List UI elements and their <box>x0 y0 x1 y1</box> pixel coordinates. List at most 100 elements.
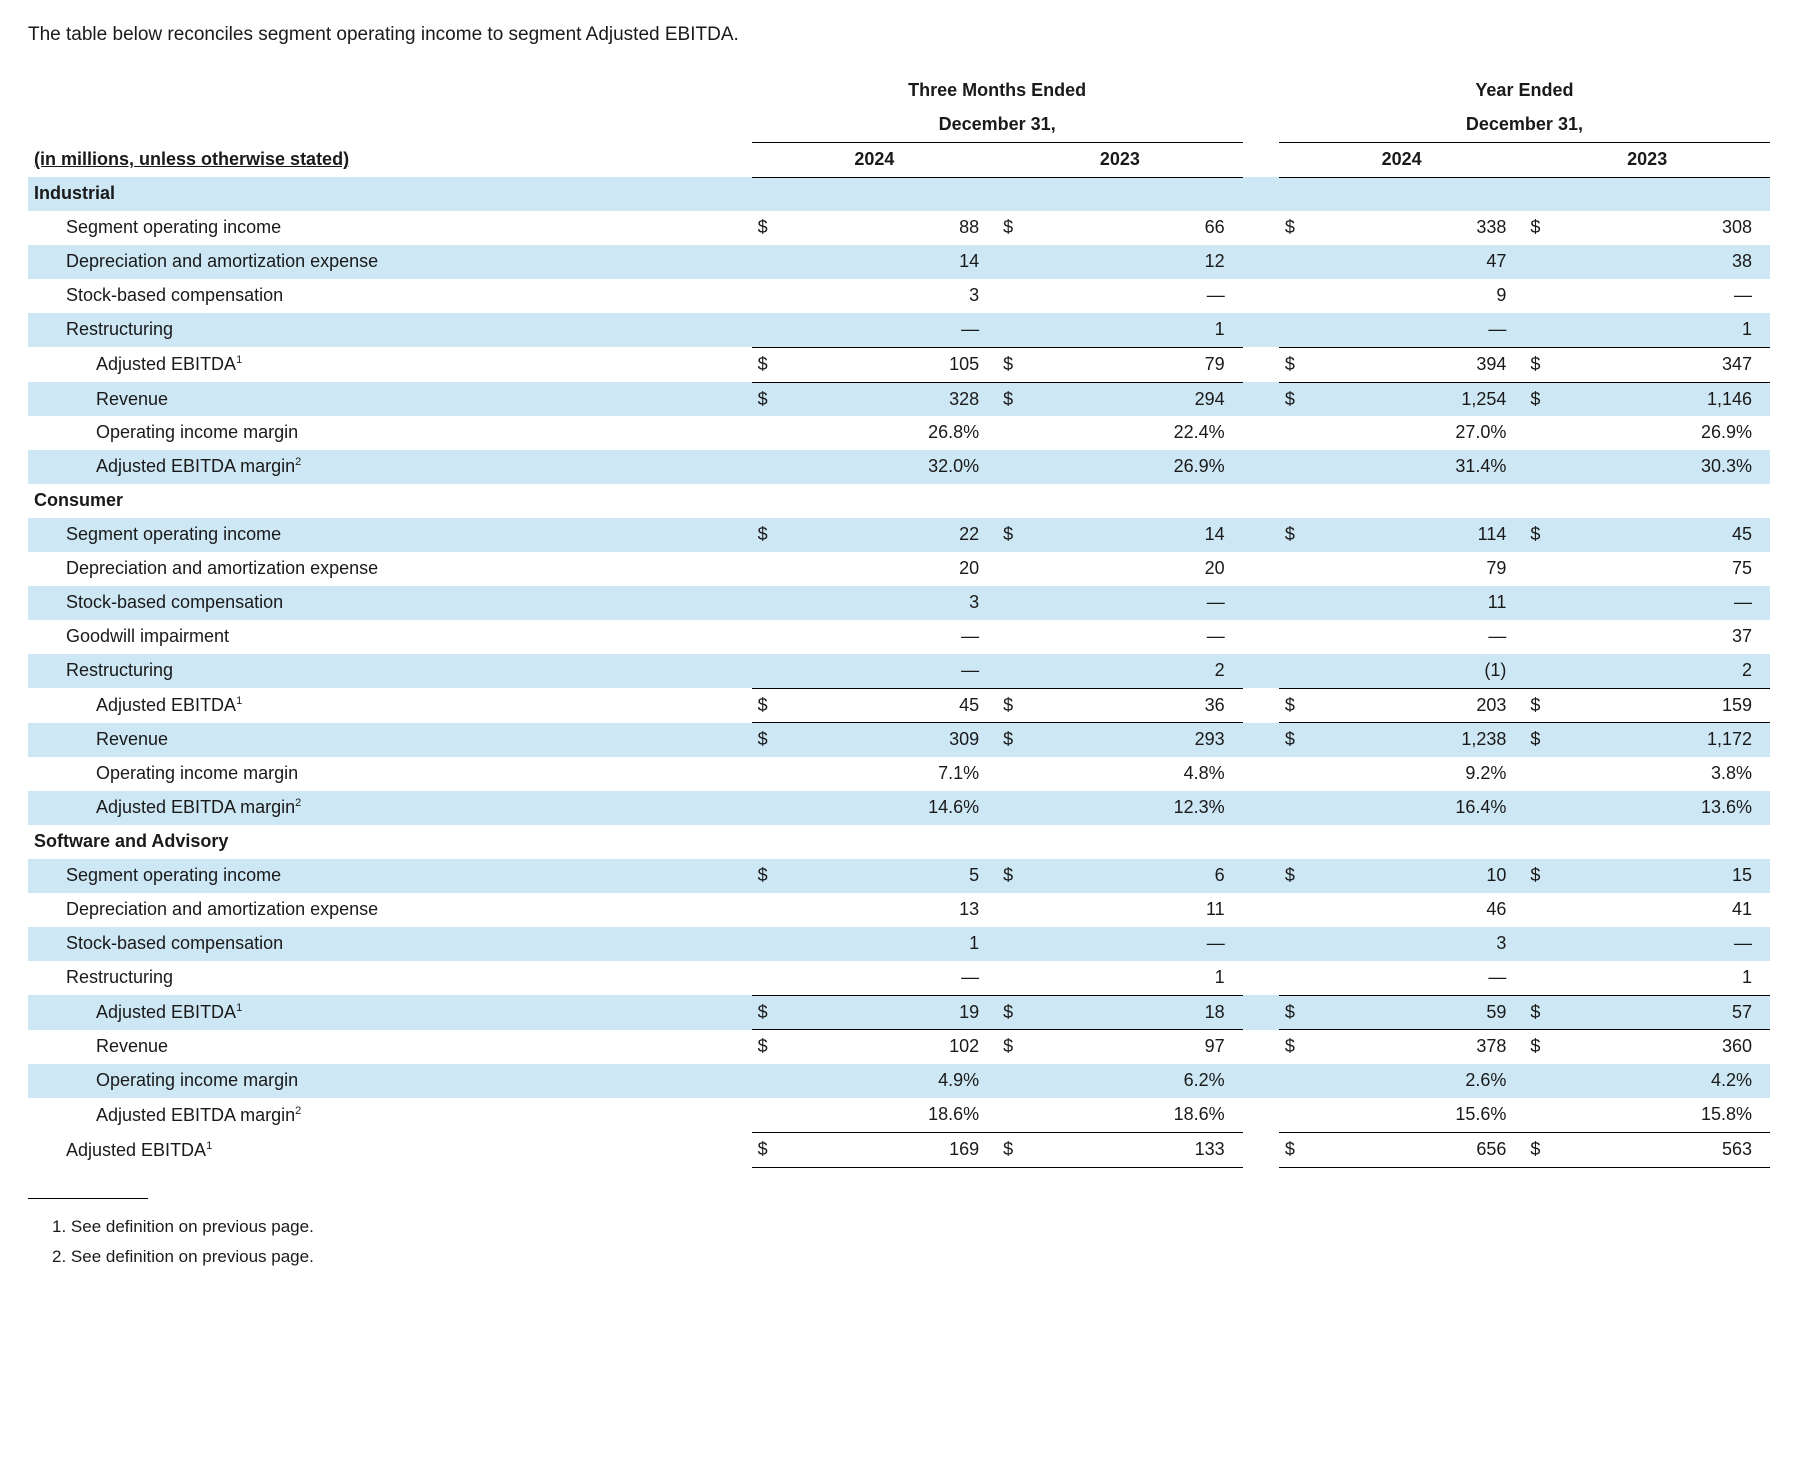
table-row: Depreciation and amortization expense 13… <box>28 893 1770 927</box>
currency-symbol: $ <box>997 1030 1062 1064</box>
cell: 15.6% <box>1343 1098 1524 1132</box>
currency-symbol: $ <box>1524 1030 1589 1064</box>
cell: 7.1% <box>816 757 997 791</box>
units-label: (in millions, unless otherwise stated) <box>28 142 752 177</box>
cell: 360 <box>1589 1030 1770 1064</box>
table-row: Restructuring — 1 — 1 <box>28 961 1770 995</box>
cell: 26.9% <box>1589 416 1770 450</box>
currency-symbol: $ <box>1524 211 1589 245</box>
header-year-row: (in millions, unless otherwise stated) 2… <box>28 142 1770 177</box>
cell: 45 <box>816 688 997 723</box>
cell: 1,254 <box>1343 382 1524 416</box>
row-label: Operating income margin <box>28 757 752 791</box>
seg-software-label: Software and Advisory <box>28 825 752 859</box>
seg-consumer-label: Consumer <box>28 484 752 518</box>
currency-symbol: $ <box>997 1133 1062 1168</box>
fn-ref-1: 1 <box>236 354 242 366</box>
row-label: Operating income margin <box>28 416 752 450</box>
cell: 1,238 <box>1343 723 1524 757</box>
currency-symbol: $ <box>997 723 1062 757</box>
currency-symbol: $ <box>752 688 817 723</box>
currency-symbol: $ <box>752 1030 817 1064</box>
cell: 27.0% <box>1343 416 1524 450</box>
cell: — <box>816 620 997 654</box>
label-text: Adjusted EBITDA <box>96 1002 236 1022</box>
row-label: Goodwill impairment <box>28 620 752 654</box>
cell: 22.4% <box>1062 416 1243 450</box>
table-row: Operating income margin 4.9% 6.2% 2.6% 4… <box>28 1064 1770 1098</box>
row-label: Adjusted EBITDA margin2 <box>28 450 752 484</box>
cell: 338 <box>1343 211 1524 245</box>
cell: — <box>816 961 997 995</box>
cell: 88 <box>816 211 997 245</box>
cell: 159 <box>1589 688 1770 723</box>
currency-symbol: $ <box>752 995 817 1030</box>
row-label: Operating income margin <box>28 1064 752 1098</box>
cell: 12.3% <box>1062 791 1243 825</box>
currency-symbol: $ <box>1279 518 1344 552</box>
fn-ref-2: 2 <box>295 1105 301 1117</box>
cell: 169 <box>816 1133 997 1168</box>
cell: 3 <box>1343 927 1524 961</box>
cell: 36 <box>1062 688 1243 723</box>
cell: 18.6% <box>816 1098 997 1132</box>
table-row: Adjusted EBITDA1 $105 $79 $394 $347 <box>28 347 1770 382</box>
currency-symbol: $ <box>752 859 817 893</box>
row-label: Depreciation and amortization expense <box>28 893 752 927</box>
cell: 347 <box>1589 347 1770 382</box>
cell: 133 <box>1062 1133 1243 1168</box>
cell: 37 <box>1589 620 1770 654</box>
cell: 45 <box>1589 518 1770 552</box>
table-row: Adjusted EBITDA1 $45 $36 $203 $159 <box>28 688 1770 723</box>
currency-symbol: $ <box>1524 995 1589 1030</box>
cell: 2 <box>1589 654 1770 688</box>
row-label: Adjusted EBITDA margin2 <box>28 791 752 825</box>
table-row: Revenue $102 $97 $378 $360 <box>28 1030 1770 1064</box>
fn-ref-1: 1 <box>236 1002 242 1014</box>
row-label: Restructuring <box>28 961 752 995</box>
row-label: Depreciation and amortization expense <box>28 245 752 279</box>
hdr-dec31-b: December 31, <box>1279 108 1770 142</box>
currency-symbol: $ <box>1279 347 1344 382</box>
cell: 15 <box>1589 859 1770 893</box>
currency-symbol: $ <box>997 995 1062 1030</box>
seg-industrial-label: Industrial <box>28 177 752 211</box>
cell: 394 <box>1343 347 1524 382</box>
cell: — <box>1343 620 1524 654</box>
cell: (1) <box>1343 654 1524 688</box>
table-row: Segment operating income $5 $6 $10 $15 <box>28 859 1770 893</box>
cell: 105 <box>816 347 997 382</box>
row-label: Revenue <box>28 382 752 416</box>
label-text: Adjusted EBITDA <box>66 1140 206 1160</box>
label-text: Adjusted EBITDA margin <box>96 797 295 817</box>
hdr-year-ended: Year Ended <box>1279 74 1770 108</box>
cell: 19 <box>816 995 997 1030</box>
cell: 16.4% <box>1343 791 1524 825</box>
cell: 20 <box>816 552 997 586</box>
cell: 102 <box>816 1030 997 1064</box>
label-text: Adjusted EBITDA margin <box>96 456 295 476</box>
row-label: Restructuring <box>28 654 752 688</box>
currency-symbol: $ <box>1524 347 1589 382</box>
cell: 79 <box>1343 552 1524 586</box>
table-row: Adjusted EBITDA margin2 18.6% 18.6% 15.6… <box>28 1098 1770 1132</box>
cell: 1 <box>1589 313 1770 347</box>
row-label: Restructuring <box>28 313 752 347</box>
table-row: Operating income margin 26.8% 22.4% 27.0… <box>28 416 1770 450</box>
seg-software: Software and Advisory <box>28 825 1770 859</box>
currency-symbol: $ <box>1279 995 1344 1030</box>
currency-symbol: $ <box>752 1133 817 1168</box>
currency-symbol: $ <box>1524 723 1589 757</box>
cell: 13 <box>816 893 997 927</box>
currency-symbol: $ <box>997 688 1062 723</box>
cell: — <box>1062 927 1243 961</box>
table-row: Revenue $328 $294 $1,254 $1,146 <box>28 382 1770 416</box>
currency-symbol: $ <box>752 518 817 552</box>
currency-symbol: $ <box>997 382 1062 416</box>
row-label: Adjusted EBITDA1 <box>28 995 752 1030</box>
ebitda-table: Three Months Ended Year Ended December 3… <box>28 74 1770 1168</box>
row-label: Adjusted EBITDA1 <box>28 347 752 382</box>
cell: 1 <box>1589 961 1770 995</box>
cell: 9 <box>1343 279 1524 313</box>
label-text: Adjusted EBITDA <box>96 695 236 715</box>
